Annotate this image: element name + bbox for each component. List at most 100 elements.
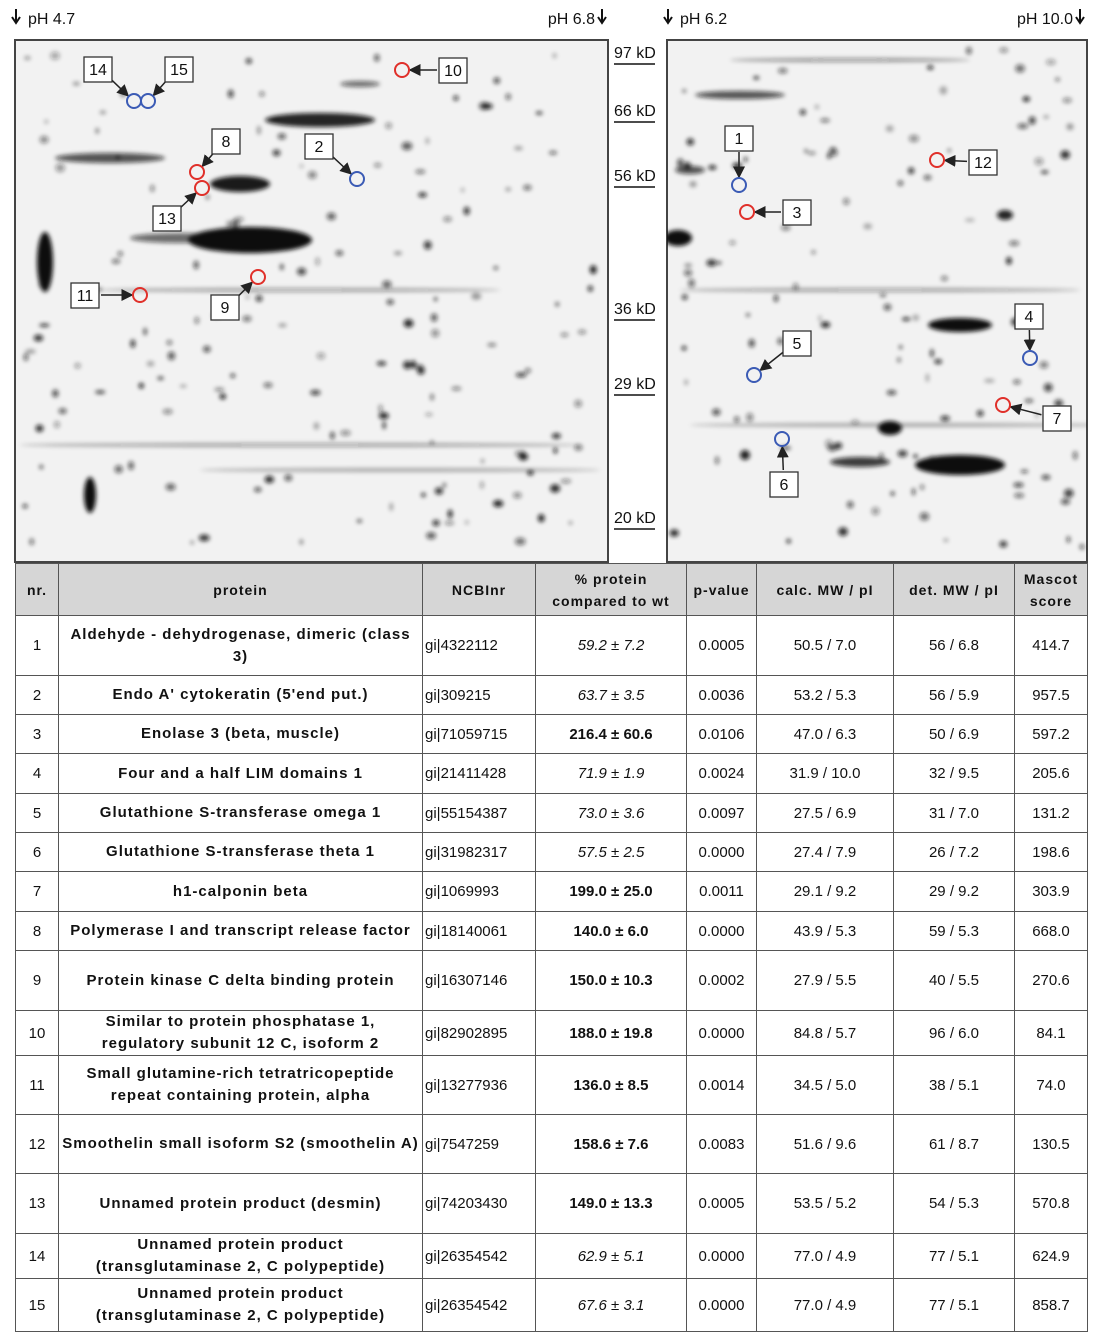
table-cell: gi|4322112: [423, 616, 536, 676]
table-cell: Similar to protein phosphatase 1, regula…: [59, 1011, 423, 1056]
gel-spot: [930, 456, 934, 464]
gel-spot: [50, 52, 60, 60]
table-cell: 858.7: [1015, 1279, 1088, 1332]
gel-spot: [934, 359, 942, 364]
gel-spot: [425, 413, 433, 417]
gel-spot: [569, 521, 572, 524]
table-cell: 140.0 ± 6.0: [536, 912, 687, 951]
gel-spot: [940, 416, 950, 421]
gel-spot: [1080, 544, 1085, 550]
gel-spot: [84, 477, 96, 513]
gel-spot: [1015, 64, 1025, 72]
gel-spot: [74, 363, 80, 369]
gel-spot: [297, 268, 306, 275]
table-cell: 0.0000: [687, 912, 757, 951]
table-cell: Glutathione S-transferase omega 1: [59, 794, 423, 833]
gel-spot: [553, 53, 557, 58]
table-cell: 0.0000: [687, 1279, 757, 1332]
table-cell: gi|71059715: [423, 715, 536, 754]
gel-spot: [915, 455, 1005, 475]
table-cell: 0.0083: [687, 1115, 757, 1174]
gel-spot: [385, 122, 392, 129]
gel-spot: [130, 233, 230, 243]
table-cell: 34.5 / 5.0: [757, 1056, 894, 1115]
gel-spot: [505, 93, 510, 100]
gel-spot: [130, 339, 135, 347]
gel-spot: [1006, 257, 1012, 265]
gel-spot: [1043, 115, 1049, 118]
gel-spot: [377, 361, 387, 365]
spot-label: 10: [444, 63, 462, 80]
gel-spot: [944, 539, 949, 542]
gel-spot: [778, 68, 788, 74]
gel-spot: [680, 288, 1080, 292]
gel-spot: [732, 163, 742, 168]
spot-label: 6: [780, 477, 789, 494]
table-cell: 73.0 ± 3.6: [536, 794, 687, 833]
gel-spot: [39, 324, 49, 327]
gel-spot: [808, 151, 816, 155]
table-cell: 0.0011: [687, 872, 757, 912]
gel-spot: [561, 333, 569, 337]
gel-spot: [24, 56, 30, 60]
table-cell: 10: [16, 1011, 59, 1056]
table-cell: 47.0 / 6.3: [757, 715, 894, 754]
table-cell: gi|21411428: [423, 754, 536, 794]
table-cell: 96 / 6.0: [894, 1011, 1015, 1056]
mw-marker: 66 kD: [614, 103, 656, 120]
gel-spot: [147, 361, 155, 367]
table-cell: 29 / 9.2: [894, 872, 1015, 912]
gel-spot: [310, 390, 321, 395]
gel-spot: [231, 219, 239, 228]
gel-spot: [39, 465, 43, 469]
ph-label: pH 6.8: [548, 11, 595, 28]
gel-spot: [520, 450, 525, 456]
gel-spot: [379, 413, 389, 419]
gel-spot: [448, 510, 453, 519]
gel-spot: [706, 259, 716, 266]
gel-spot: [800, 109, 806, 115]
table-cell: 957.5: [1015, 676, 1088, 715]
gel-spot: [40, 136, 49, 144]
gel-spot: [880, 293, 886, 297]
gel-spot: [445, 521, 454, 525]
gel-spot: [684, 264, 692, 267]
gel-spot: [402, 142, 413, 150]
gel-spot: [128, 461, 134, 470]
gel-spot: [513, 492, 522, 498]
table-cell: Aldehyde - dehydrogenase, dimeric (class…: [59, 616, 423, 676]
gel-spot: [966, 47, 972, 55]
mw-marker: 97 kD: [614, 45, 656, 62]
gel-spot: [493, 266, 498, 269]
gel-spot: [434, 297, 437, 301]
table-cell: 2: [16, 676, 59, 715]
gel-spot: [1025, 399, 1034, 403]
gel-spot: [536, 111, 543, 114]
gel-spot: [871, 507, 879, 515]
table-cell: 131.2: [1015, 794, 1088, 833]
gel-spot: [300, 164, 303, 167]
gel-spot: [670, 529, 679, 536]
spot-label: 9: [221, 300, 230, 317]
gel-spot: [1009, 241, 1019, 246]
gel-spot: [1040, 361, 1049, 368]
gel-spot: [684, 270, 692, 277]
gel-spot: [984, 379, 995, 382]
gel-spot: [684, 379, 688, 385]
gel-spot: [574, 444, 582, 450]
table-cell: Glutathione S-transferase theta 1: [59, 833, 423, 872]
mw-marker: 56 kD: [614, 168, 656, 185]
gel-spot: [965, 219, 975, 222]
gel-spot: [682, 346, 687, 351]
gel-spot: [481, 459, 484, 463]
gel-spot: [740, 450, 750, 460]
gel-spot: [163, 409, 173, 414]
table-cell: 0.0005: [687, 616, 757, 676]
gel-spot: [1013, 379, 1021, 384]
spot-label: 3: [793, 205, 802, 222]
table-cell: gi|26354542: [423, 1234, 536, 1279]
